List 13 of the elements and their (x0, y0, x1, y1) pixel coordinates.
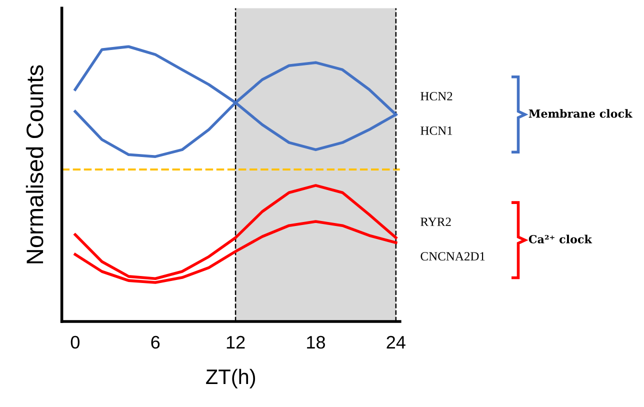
x-tick-label: 0 (70, 336, 80, 349)
x-tick-label: 12 (226, 336, 245, 349)
text: RYR2 (420, 218, 451, 226)
text: Ca²⁺ clock (528, 234, 592, 244)
text: Membrane clock (528, 109, 632, 118)
x-tick-label: 18 (307, 336, 325, 349)
y-axis-title: Normalised Counts (26, 65, 44, 264)
x-tick-label: 24 (386, 336, 406, 349)
text: HCN2 (420, 92, 452, 100)
x-tick-label: 6 (151, 336, 160, 349)
text: HCN1 (420, 126, 452, 135)
text: CNCNA2D1 (420, 252, 485, 261)
x-axis-title: ZT(h) (206, 368, 256, 388)
